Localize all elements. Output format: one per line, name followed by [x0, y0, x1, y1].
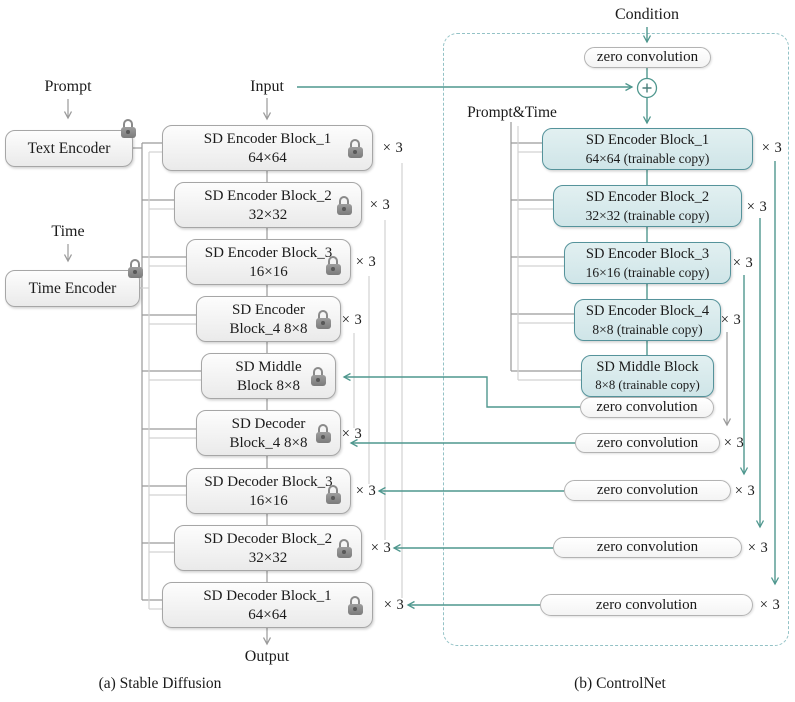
block-subtitle: 64×64 (trainable copy)	[585, 151, 710, 166]
text-encoder-label: Text Encoder	[27, 139, 111, 157]
times3-label: × 3	[759, 597, 781, 613]
block-subtitle: Block_4 8×8	[229, 320, 308, 337]
times3-label: × 3	[355, 483, 377, 499]
lock-icon	[120, 119, 136, 138]
times3-label: × 3	[382, 140, 404, 156]
block-title: SD Decoder Block_1	[203, 587, 332, 604]
time-encoder-block: Time Encoder	[5, 270, 140, 307]
block-title: SD Encoder Block_3	[204, 244, 333, 261]
caption-stable-diffusion: (a) Stable Diffusion	[98, 675, 222, 692]
block-title: SD Encoder Block_4	[585, 303, 710, 319]
lock-icon	[325, 256, 341, 275]
times3-label: × 3	[734, 483, 756, 499]
teal-flow-lines	[297, 27, 652, 355]
zero-convolution-dec1: zero convolution	[540, 594, 753, 616]
control-encoder-block-1: SD Encoder Block_1 64×64 (trainable copy…	[542, 128, 753, 170]
times3-label: × 3	[341, 426, 363, 442]
lock-icon	[310, 367, 326, 386]
lock-icon	[347, 139, 363, 158]
control-encoder-block-4: SD Encoder Block_4 8×8 (trainable copy)	[574, 299, 721, 341]
times3-label: × 3	[723, 435, 745, 451]
block-subtitle: Block_4 8×8	[229, 434, 308, 451]
lock-icon	[315, 424, 331, 443]
block-subtitle: 32×32	[248, 549, 288, 566]
caption-controlnet: (b) ControlNet	[574, 675, 666, 692]
prompt-label: Prompt	[44, 78, 92, 95]
input-label: Input	[250, 78, 284, 95]
block-title: SD Middle Block	[596, 359, 699, 375]
block-subtitle: 8×8 (trainable copy)	[592, 322, 703, 337]
times3-label: × 3	[747, 540, 769, 556]
times3-label: × 3	[355, 254, 377, 270]
lock-icon	[336, 539, 352, 558]
sd-encoder-block-1: SD Encoder Block_1 64×64	[162, 125, 373, 171]
sd-decoder-block-3: SD Decoder Block_3 16×16	[186, 468, 351, 514]
zero-convolution-middle: zero convolution	[580, 397, 714, 418]
times3-label: × 3	[746, 199, 768, 215]
block-subtitle: 64×64	[248, 606, 287, 623]
control-encoder-block-2: SD Encoder Block_2 32×32 (trainable copy…	[553, 185, 742, 227]
block-title: SD Encoder Block_1	[203, 130, 332, 147]
control-encoder-block-3: SD Encoder Block_3 16×16 (trainable copy…	[564, 242, 731, 284]
zero-convolution-dec2: zero convolution	[553, 537, 742, 558]
block-title: SD Encoder Block_3	[585, 246, 710, 262]
skip-connections	[353, 163, 403, 598]
sd-encoder-block-2: SD Encoder Block_2 32×32	[174, 182, 362, 228]
block-subtitle: 16×16	[249, 492, 288, 509]
output-label: Output	[244, 648, 290, 665]
condition-label: Condition	[614, 6, 679, 23]
block-title: SD Decoder Block_2	[203, 530, 333, 547]
block-title: SD Encoder	[232, 301, 305, 318]
times3-label: × 3	[341, 312, 363, 328]
block-title: SD Middle	[235, 358, 302, 375]
block-subtitle: 16×16 (trainable copy)	[585, 265, 710, 280]
lock-icon	[347, 596, 363, 615]
lock-icon	[127, 259, 143, 278]
text-encoder-block: Text Encoder	[5, 130, 133, 167]
block-subtitle: 64×64	[248, 149, 287, 166]
block-subtitle: 8×8 (trainable copy)	[595, 378, 700, 392]
sd-encoder-block-3: SD Encoder Block_3 16×16	[186, 239, 351, 285]
zero-convolution-dec3: zero convolution	[564, 480, 731, 501]
block-subtitle: 32×32	[248, 206, 288, 223]
trainable-skip-arrows	[722, 161, 780, 586]
sd-middle-block: SD Middle Block 8×8	[201, 353, 336, 399]
time-encoder-bus	[140, 151, 201, 610]
times3-label: × 3	[720, 312, 742, 328]
zero-convolution-dec4: zero convolution	[575, 433, 720, 453]
control-middle-block: SD Middle Block 8×8 (trainable copy)	[581, 355, 714, 397]
sd-decoder-block-1: SD Decoder Block_1 64×64	[162, 582, 373, 628]
times3-label: × 3	[370, 540, 392, 556]
block-title: SD Encoder Block_2	[204, 187, 332, 204]
block-title: SD Encoder Block_1	[585, 132, 710, 148]
sd-decoder-block-4: SD Decoder Block_4 8×8	[196, 410, 341, 456]
times3-label: × 3	[761, 140, 783, 156]
add-icon	[636, 77, 658, 99]
block-title: SD Encoder Block_2	[585, 189, 710, 205]
block-title: SD Decoder Block_3	[204, 473, 333, 490]
block-subtitle: Block 8×8	[236, 377, 301, 394]
block-subtitle: 32×32 (trainable copy)	[585, 208, 710, 223]
prompt-time-bus	[510, 122, 581, 381]
time-label: Time	[51, 223, 85, 240]
prompt-time-label: Prompt&Time	[467, 104, 557, 121]
times3-label: × 3	[383, 597, 405, 613]
lock-icon	[336, 196, 352, 215]
block-subtitle: 16×16	[249, 263, 288, 280]
block-title: SD Decoder	[231, 415, 306, 432]
times3-label: × 3	[369, 197, 391, 213]
times3-label: × 3	[732, 255, 754, 271]
zero-conv-output-lines	[342, 372, 580, 610]
controlnet-dashed-boundary	[443, 33, 789, 646]
lock-icon	[325, 485, 341, 504]
gray-arrows	[63, 98, 272, 646]
lock-icon	[315, 310, 331, 329]
sd-decoder-block-2: SD Decoder Block_2 32×32	[174, 525, 362, 571]
time-encoder-label: Time Encoder	[28, 279, 117, 297]
zero-convolution-input: zero convolution	[584, 47, 711, 68]
